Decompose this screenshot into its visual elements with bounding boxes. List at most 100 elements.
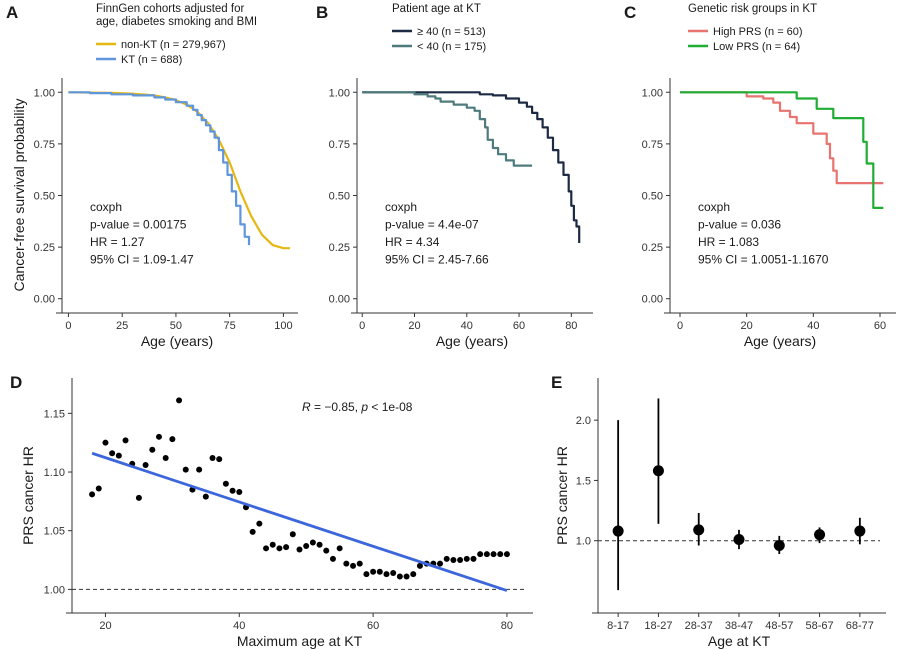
x-tick-label: 25 [116, 320, 128, 332]
data-point [323, 547, 330, 554]
stat-annotation: p-value = 0.036 [698, 218, 781, 232]
y-tick-label: 0.75 [329, 139, 350, 151]
data-point [202, 493, 209, 500]
panel-letter: A [6, 3, 18, 22]
stat-annotation: coxph [385, 200, 417, 214]
x-tick-label: 68-77 [846, 620, 874, 632]
x-tick-label: 0 [677, 320, 683, 332]
data-point [269, 541, 276, 548]
data-point [403, 573, 410, 580]
data-point [490, 551, 497, 558]
stat-annotation: 95% CI = 1.0051-1.1670 [698, 253, 829, 267]
hr-point [652, 465, 664, 477]
y-tick-label: 0.00 [642, 294, 663, 306]
data-point [383, 571, 390, 578]
x-tick-label: 0 [65, 320, 71, 332]
data-point [457, 557, 464, 564]
legend-label: Low PRS (n = 64) [713, 41, 800, 53]
legend-label: < 40 (n = 175) [417, 41, 486, 53]
legend-title: FinnGen cohorts adjusted for [96, 3, 244, 15]
y-tick-label: 0.25 [642, 242, 663, 254]
survival-curve-0 [362, 91, 581, 243]
data-point [376, 568, 383, 575]
data-point [356, 560, 363, 567]
data-point [289, 531, 296, 538]
y-tick-label: 1.10 [44, 467, 65, 479]
x-tick-label: 20 [99, 620, 111, 632]
panel-letter: D [10, 373, 22, 392]
panel-letter: C [624, 3, 636, 22]
y-tick-label: 1.00 [329, 87, 350, 99]
panel-letter: E [551, 373, 562, 392]
correlation-annotation-part: p [360, 400, 368, 414]
y-tick-label: 0.75 [642, 139, 663, 151]
data-point [503, 551, 510, 558]
x-tick-label: 58-67 [806, 620, 834, 632]
stat-annotation: HR = 1.27 [90, 235, 145, 249]
stat-annotation: HR = 1.083 [698, 235, 759, 249]
legend-label: non-KT (n = 279,967) [121, 39, 226, 51]
hr-point [733, 533, 745, 545]
survival-curve-0 [680, 91, 884, 185]
data-point [497, 551, 504, 558]
x-tick-label: 60 [367, 620, 379, 632]
legend-title: Patient age at KT [392, 3, 481, 15]
data-point [182, 466, 189, 473]
x-axis-title: Age (years) [436, 333, 508, 349]
data-point [416, 562, 423, 569]
hr-point [854, 525, 866, 537]
data-point [443, 555, 450, 562]
data-point [336, 545, 343, 552]
x-tick-label: 0 [359, 320, 365, 332]
data-point [149, 446, 156, 453]
y-tick-label: 1.00 [34, 87, 55, 99]
correlation-annotation-part: < 1e-08 [368, 400, 413, 414]
data-point [450, 557, 457, 564]
x-axis-title: Age (years) [141, 333, 213, 349]
panel-D: D 1.00 1.05 1.10 1.15 20 40 60 80 R = −0.85, p < … [10, 373, 533, 649]
x-tick-label: 38-47 [725, 620, 753, 632]
y-axis-title: PRS cancer HR [554, 446, 570, 545]
stat-annotation: coxph [90, 200, 122, 214]
y-tick-label: 1.5 [576, 475, 591, 487]
data-point [236, 488, 243, 495]
survival-curve-1 [680, 91, 884, 209]
correlation-annotation: R = −0.85, p < 1e-08 [302, 400, 413, 414]
hr-point [612, 525, 624, 537]
y-tick-label: 1.05 [44, 526, 65, 538]
data-point [363, 571, 370, 578]
y-axis-title: PRS cancer HR [20, 446, 36, 545]
data-point [470, 555, 477, 562]
x-tick-label: 80 [565, 320, 577, 332]
data-point [115, 452, 122, 459]
data-point [463, 555, 470, 562]
y-tick-label: 0.25 [34, 242, 55, 254]
x-tick-label: 20 [408, 320, 420, 332]
y-tick-label: 0.50 [329, 191, 350, 203]
data-point [316, 541, 323, 548]
y-tick-label: 0.75 [34, 139, 55, 151]
y-tick-label: 0.00 [329, 294, 350, 306]
stat-annotation: 95% CI = 1.09-1.47 [90, 253, 194, 267]
data-point [216, 456, 223, 463]
x-tick-label: 60 [874, 320, 886, 332]
panel-C: C Genetic risk groups in KT High PRS (n = … [624, 3, 896, 349]
x-tick-label: 100 [274, 320, 292, 332]
data-point [155, 433, 162, 440]
correlation-annotation-part: = −0.85, [311, 400, 362, 414]
y-axis-title-row1: Cancer-free survival probability [11, 99, 27, 292]
data-point [89, 491, 96, 498]
stat-annotation: p-value = 0.00175 [90, 218, 187, 232]
data-point [437, 560, 444, 567]
data-point [309, 539, 316, 546]
data-point [135, 494, 142, 501]
x-tick-label: 20 [741, 320, 753, 332]
legend-label: High PRS (n = 60) [713, 26, 803, 38]
hr-point [814, 529, 826, 541]
hr-point [693, 524, 705, 536]
stat-annotation: coxph [698, 200, 730, 214]
y-tick-label: 1.15 [44, 408, 65, 420]
legend-title: age, diabetes smoking and BMI [96, 16, 257, 28]
x-tick-label: 40 [807, 320, 819, 332]
